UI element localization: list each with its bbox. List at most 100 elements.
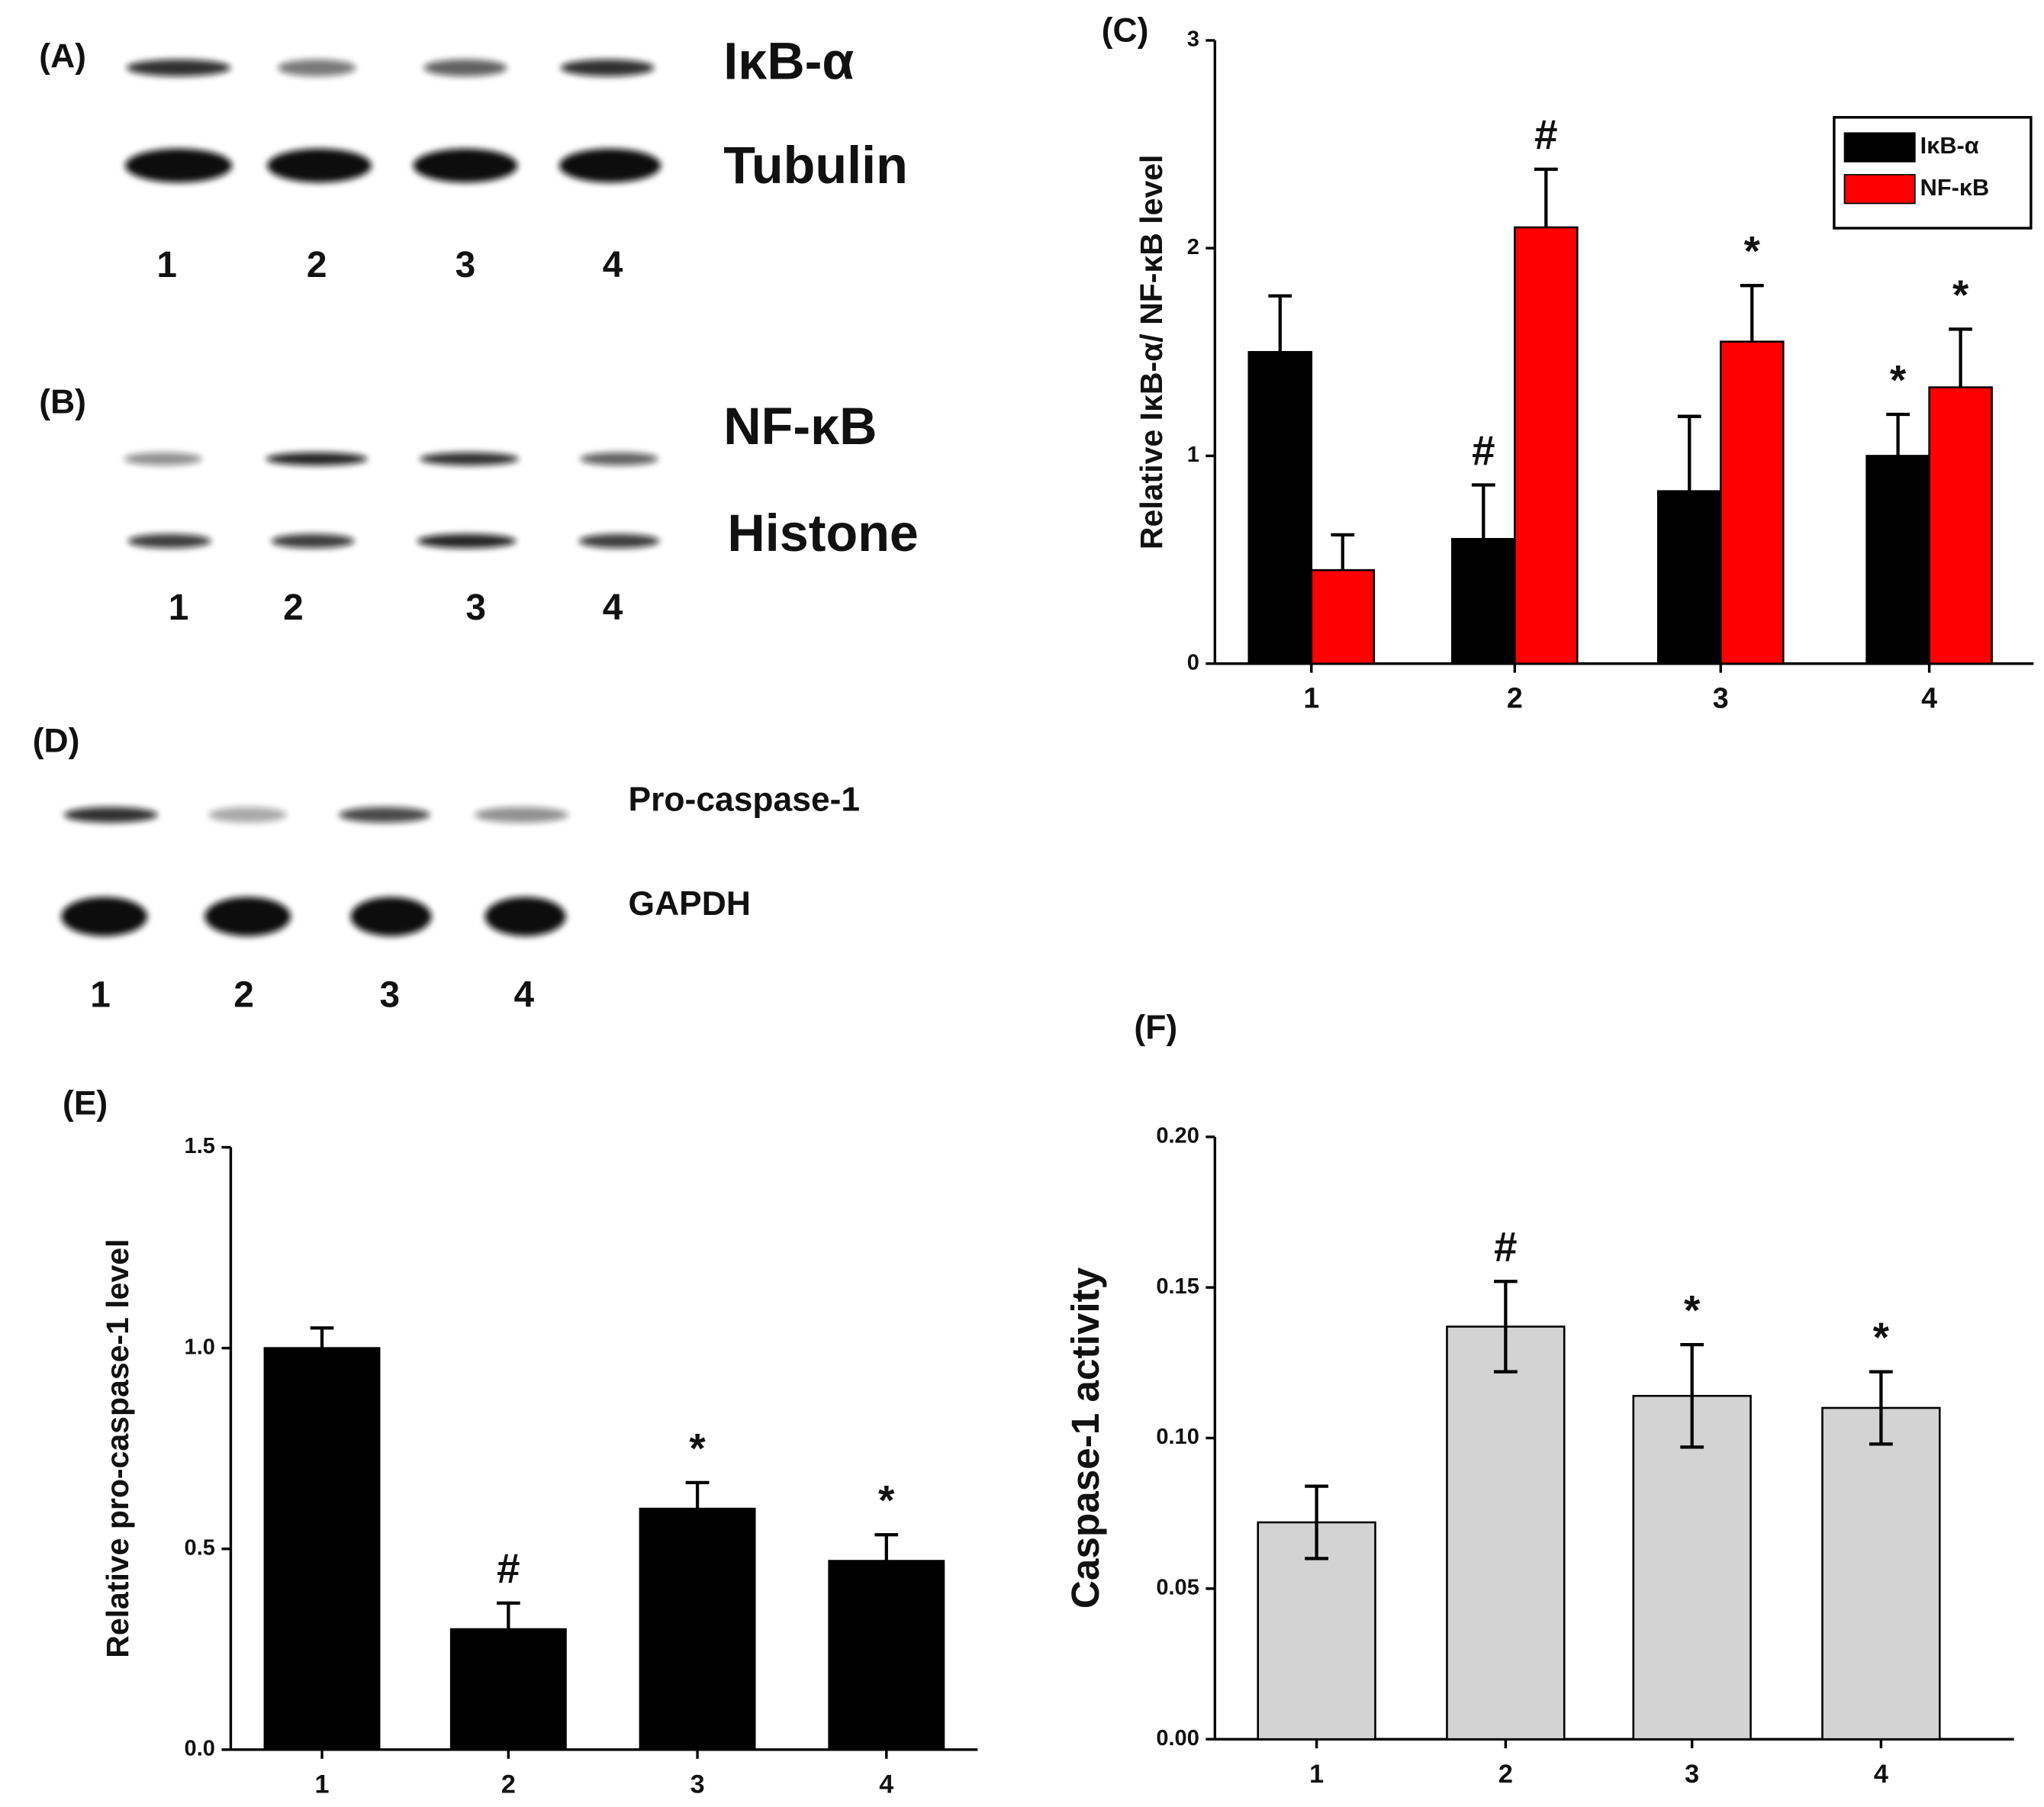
lane-label: 3 bbox=[465, 588, 486, 628]
lane-label: 1 bbox=[90, 975, 111, 1016]
bar bbox=[1514, 226, 1579, 665]
annotation: # bbox=[497, 1545, 520, 1592]
x-tick-label: 1 bbox=[1309, 1760, 1324, 1789]
y-axis-label: Relative pro-caspase-1 level bbox=[100, 1239, 135, 1658]
blot-band bbox=[560, 59, 655, 76]
bar bbox=[639, 1507, 756, 1751]
bar bbox=[263, 1347, 381, 1751]
y-tick-label: 0.10 bbox=[1156, 1425, 1199, 1449]
panel-label: (C) bbox=[1102, 11, 1149, 49]
y-tick-label: 1.5 bbox=[185, 1134, 215, 1158]
lane-label: 4 bbox=[603, 588, 623, 628]
bar bbox=[1928, 386, 1993, 665]
blot-band bbox=[125, 148, 233, 183]
blot-band bbox=[63, 807, 158, 823]
protein-label: IκB-α bbox=[723, 32, 854, 90]
bar bbox=[449, 1628, 567, 1751]
annotation: * bbox=[878, 1477, 895, 1524]
x-tick-label: 2 bbox=[1507, 681, 1523, 713]
annotation: * bbox=[689, 1425, 706, 1471]
bar bbox=[1632, 1394, 1752, 1741]
x-tick-label: 3 bbox=[1713, 681, 1729, 713]
blot-band bbox=[208, 807, 287, 823]
bar bbox=[1451, 538, 1516, 665]
y-axis-label: Caspase-1 activity bbox=[1064, 1267, 1107, 1609]
annotation: * bbox=[1890, 356, 1907, 403]
lane-label: 2 bbox=[283, 588, 304, 628]
y-tick-label: 1.0 bbox=[185, 1335, 215, 1359]
annotation: # bbox=[1472, 427, 1495, 474]
blot-band bbox=[124, 452, 202, 465]
lane-label: 2 bbox=[233, 975, 254, 1016]
panel-label: (E) bbox=[63, 1085, 108, 1123]
blot-band bbox=[266, 452, 368, 465]
y-tick-label: 2 bbox=[1187, 235, 1199, 259]
annotation: * bbox=[1744, 228, 1761, 275]
blot-band bbox=[578, 533, 660, 549]
y-tick-label: 0.00 bbox=[1156, 1726, 1199, 1751]
blot-band bbox=[126, 59, 231, 76]
annotation: * bbox=[1952, 272, 1969, 318]
lane-label: 4 bbox=[603, 245, 623, 285]
blot-band bbox=[127, 533, 211, 549]
y-tick-label: 0.20 bbox=[1156, 1123, 1199, 1148]
protein-label: GAPDH bbox=[629, 885, 751, 923]
protein-label: Histone bbox=[727, 504, 919, 562]
lane-label: 1 bbox=[156, 245, 177, 285]
x-tick-label: 4 bbox=[1874, 1760, 1888, 1789]
blot-band bbox=[271, 533, 355, 549]
legend-label: NF-κB bbox=[1920, 174, 1990, 201]
lane-label: 2 bbox=[307, 245, 327, 285]
panel-label: (F) bbox=[1134, 1009, 1177, 1046]
blot-band bbox=[420, 452, 520, 465]
x-tick-label: 1 bbox=[1303, 681, 1319, 713]
panel-label: (D) bbox=[33, 723, 80, 760]
blot-band bbox=[413, 148, 518, 183]
blot-band bbox=[350, 897, 432, 936]
lane-label: 3 bbox=[455, 245, 476, 285]
x-tick-label: 2 bbox=[501, 1770, 516, 1799]
y-tick-label: 0.5 bbox=[185, 1535, 215, 1560]
protein-label: NF-κB bbox=[723, 398, 877, 456]
y-tick-label: 0.15 bbox=[1156, 1274, 1199, 1299]
x-tick-label: 4 bbox=[879, 1770, 893, 1799]
bar bbox=[1310, 569, 1376, 665]
protein-label: Tubulin bbox=[723, 137, 908, 195]
legend-swatch bbox=[1843, 174, 1916, 205]
blot-band bbox=[580, 452, 658, 465]
bar bbox=[828, 1560, 945, 1751]
blot-band bbox=[267, 148, 372, 183]
annotation: * bbox=[1873, 1314, 1890, 1361]
y-tick-label: 3 bbox=[1187, 27, 1199, 52]
x-tick-label: 4 bbox=[1921, 681, 1937, 713]
bar bbox=[1247, 351, 1313, 665]
x-tick-label: 3 bbox=[690, 1770, 705, 1799]
bar bbox=[1865, 455, 1930, 665]
panel-label: (B) bbox=[39, 383, 86, 420]
legend-label: IκB-α bbox=[1920, 132, 1979, 159]
blot-band bbox=[204, 897, 291, 936]
blot-band bbox=[423, 59, 507, 76]
bar bbox=[1719, 340, 1785, 665]
lane-label: 4 bbox=[514, 975, 535, 1016]
y-tick-label: 1 bbox=[1187, 443, 1199, 467]
x-tick-label: 1 bbox=[315, 1770, 330, 1799]
y-axis-label: Relative IκB-α/ NF-κB level bbox=[1134, 155, 1169, 550]
blot-band bbox=[484, 897, 566, 936]
annotation: * bbox=[1684, 1287, 1701, 1334]
x-tick-label: 2 bbox=[1498, 1760, 1513, 1789]
blot-band bbox=[339, 807, 430, 823]
annotation: # bbox=[1534, 111, 1557, 158]
legend-swatch bbox=[1843, 132, 1916, 163]
bar bbox=[1656, 490, 1722, 665]
y-tick-label: 0 bbox=[1187, 650, 1199, 675]
blot-band bbox=[474, 807, 568, 823]
blot-band bbox=[558, 148, 661, 183]
y-tick-label: 0.0 bbox=[185, 1736, 215, 1760]
protein-label: Pro-caspase-1 bbox=[629, 781, 861, 818]
blot-band bbox=[61, 897, 148, 936]
lane-label: 3 bbox=[380, 975, 401, 1016]
blot-band bbox=[417, 533, 517, 549]
